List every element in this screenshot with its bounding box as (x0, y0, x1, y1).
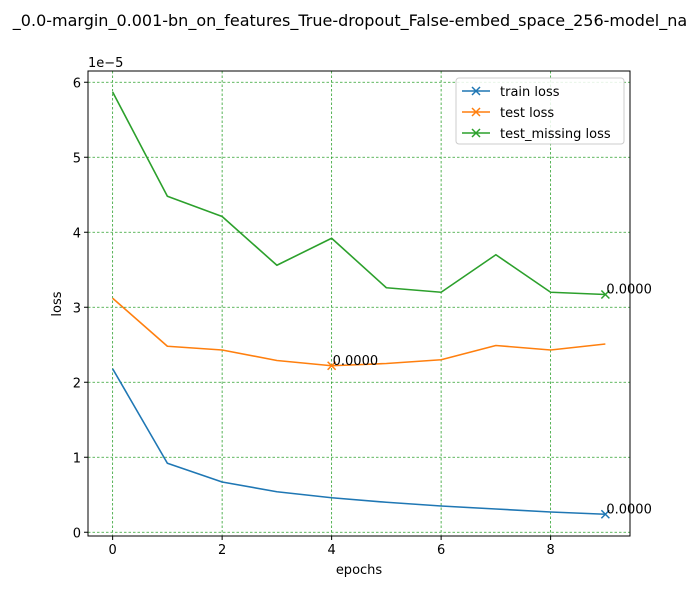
ticks: 0 2 4 6 8 0 1 2 3 4 5 6 (73, 76, 555, 558)
plot-area-frame (87, 70, 631, 537)
series-line-test-missing-loss (111, 91, 606, 296)
y-tick-label: 0 (73, 526, 81, 541)
series-line-test-loss (112, 297, 606, 367)
series-test-missing-loss: 0.0000 (111, 91, 652, 300)
y-tick-label: 6 (73, 76, 81, 91)
point-annotation-test-missing-loss: 0.0000 (606, 283, 652, 298)
y-axis-offset-text: 1e−5 (88, 56, 123, 71)
x-axis-label: epochs (336, 563, 383, 578)
legend-marker-icon (471, 86, 481, 96)
legend: train loss test loss test_missing loss (455, 77, 625, 145)
point-marker-test-missing-loss (600, 289, 610, 300)
point-marker-train-loss (600, 509, 610, 519)
point-marker-test-loss (327, 361, 337, 371)
legend-label: train loss (500, 85, 560, 100)
legend-item-test-missing-loss: test_missing loss (462, 127, 611, 142)
legend-label: test_missing loss (500, 127, 611, 142)
y-tick-label: 2 (73, 376, 81, 391)
chart-title: _0.0-margin_0.001-bn_on_features_True-dr… (12, 11, 687, 31)
series-test-loss: 0.0000 (112, 297, 606, 371)
legend-item-test-loss: test loss (462, 106, 554, 121)
x-tick-label: 8 (546, 543, 554, 558)
y-axis-label: loss (50, 291, 65, 316)
series-layer: 0.0000 0.0000 0.0000 (111, 91, 652, 519)
y-tick-label: 4 (73, 226, 81, 241)
legend-marker-icon (471, 128, 481, 138)
series-line-train-loss (111, 368, 606, 516)
point-annotation-train-loss: 0.0000 (606, 502, 652, 517)
y-tick-label: 1 (73, 451, 81, 466)
legend-box (455, 77, 625, 145)
x-tick-label: 4 (327, 543, 335, 558)
y-tick-label: 3 (73, 301, 81, 316)
legend-label: test loss (500, 106, 554, 121)
x-tick-label: 0 (108, 543, 116, 558)
x-tick-label: 6 (437, 543, 445, 558)
y-tick-label: 5 (73, 151, 81, 166)
legend-marker-icon (471, 107, 481, 117)
grid (88, 71, 630, 536)
series-train-loss: 0.0000 (111, 368, 652, 519)
legend-item-train-loss: train loss (462, 85, 560, 100)
x-tick-label: 2 (218, 543, 226, 558)
point-annotation-test-loss: 0.0000 (333, 354, 379, 369)
